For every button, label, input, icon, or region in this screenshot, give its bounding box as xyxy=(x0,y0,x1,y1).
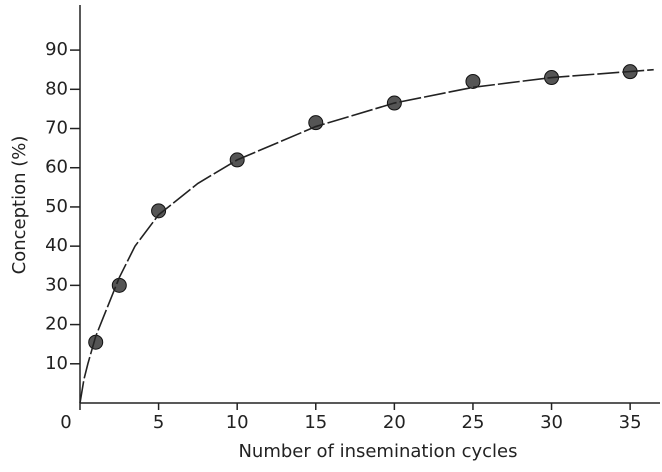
data-point xyxy=(308,115,324,131)
y-tick-label: 70 xyxy=(45,118,68,139)
y-axis-label: Conception (%) xyxy=(9,136,30,275)
y-tick-label: 60 xyxy=(45,157,68,178)
y-tick-label: 20 xyxy=(45,314,68,335)
y-tick-label: 10 xyxy=(45,353,68,374)
x-tick-label: 35 xyxy=(619,412,642,433)
x-axis-label: Number of insemination cycles xyxy=(238,441,517,462)
y-tick-label: 80 xyxy=(45,78,68,99)
y-tick-label: 30 xyxy=(45,274,68,295)
y-tick-label: 50 xyxy=(45,196,68,217)
x-tick-label: 20 xyxy=(383,412,406,433)
data-point xyxy=(151,203,167,219)
data-point xyxy=(465,73,481,89)
y-tick-label: 90 xyxy=(45,39,68,60)
x-tick-label: 25 xyxy=(462,412,485,433)
x-tick-label: 5 xyxy=(153,412,164,433)
y-tick-label: 40 xyxy=(45,235,68,256)
x-tick-label: 30 xyxy=(540,412,563,433)
x-tick-label: 15 xyxy=(304,412,327,433)
fit-curve xyxy=(79,68,654,404)
x-tick-label: 0 xyxy=(60,412,71,433)
x-tick-label: 10 xyxy=(226,412,249,433)
